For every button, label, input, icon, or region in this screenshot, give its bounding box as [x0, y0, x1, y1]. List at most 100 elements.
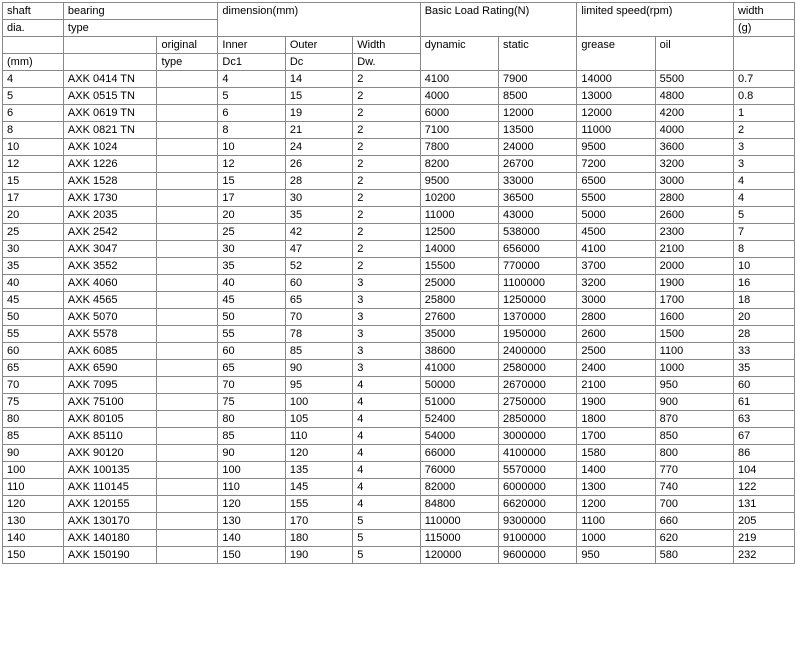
cell-static: 538000 [499, 224, 577, 241]
cell-outer: 28 [285, 173, 352, 190]
cell-orig-empty [157, 292, 218, 309]
cell-inner: 85 [218, 428, 285, 445]
cell-outer: 155 [285, 496, 352, 513]
cell-grease: 1900 [577, 394, 655, 411]
cell-bearing: AXK 140180 [63, 530, 157, 547]
cell-dynamic: 50000 [420, 377, 498, 394]
cell-static: 1250000 [499, 292, 577, 309]
cell-shaft: 130 [3, 513, 64, 530]
cell-g: 3 [733, 139, 794, 156]
cell-bearing: AXK 85110 [63, 428, 157, 445]
cell-inner: 110 [218, 479, 285, 496]
cell-orig-empty [157, 139, 218, 156]
cell-outer: 100 [285, 394, 352, 411]
cell-oil: 2300 [655, 224, 733, 241]
cell-shaft: 65 [3, 360, 64, 377]
cell-static: 1100000 [499, 275, 577, 292]
cell-bearing: AXK 7095 [63, 377, 157, 394]
cell-bearing: AXK 6085 [63, 343, 157, 360]
cell-orig-empty [157, 428, 218, 445]
cell-shaft: 90 [3, 445, 64, 462]
cell-outer: 24 [285, 139, 352, 156]
cell-orig-empty [157, 71, 218, 88]
cell-g: 205 [733, 513, 794, 530]
cell-width: 2 [353, 258, 420, 275]
cell-dynamic: 14000 [420, 241, 498, 258]
header-outer: Outer [285, 37, 352, 54]
cell-static: 2750000 [499, 394, 577, 411]
cell-width: 3 [353, 326, 420, 343]
cell-shaft: 10 [3, 139, 64, 156]
header-inner: Inner [218, 37, 285, 54]
cell-dynamic: 66000 [420, 445, 498, 462]
cell-dynamic: 84800 [420, 496, 498, 513]
header-width-group: width [733, 3, 794, 20]
cell-bearing: AXK 110145 [63, 479, 157, 496]
cell-grease: 1100 [577, 513, 655, 530]
header-blank-10 [733, 37, 794, 71]
cell-bearing: AXK 0414 TN [63, 71, 157, 88]
cell-grease: 3700 [577, 258, 655, 275]
cell-outer: 190 [285, 547, 352, 564]
cell-static: 4100000 [499, 445, 577, 462]
cell-inner: 15 [218, 173, 285, 190]
cell-dynamic: 25000 [420, 275, 498, 292]
cell-width: 2 [353, 139, 420, 156]
cell-oil: 3600 [655, 139, 733, 156]
cell-outer: 15 [285, 88, 352, 105]
cell-oil: 800 [655, 445, 733, 462]
cell-inner: 20 [218, 207, 285, 224]
cell-bearing: AXK 2542 [63, 224, 157, 241]
cell-static: 3000000 [499, 428, 577, 445]
cell-grease: 2500 [577, 343, 655, 360]
cell-width: 4 [353, 479, 420, 496]
cell-oil: 770 [655, 462, 733, 479]
table-row: 60AXK 6085608533860024000002500110033 [3, 343, 795, 360]
cell-outer: 47 [285, 241, 352, 258]
table-row: 4AXK 0414 TN4142410079001400055000.7 [3, 71, 795, 88]
cell-outer: 120 [285, 445, 352, 462]
cell-static: 2670000 [499, 377, 577, 394]
cell-shaft: 8 [3, 122, 64, 139]
cell-orig-empty [157, 190, 218, 207]
cell-g: 4 [733, 190, 794, 207]
cell-width: 3 [353, 360, 420, 377]
cell-bearing: AXK 5578 [63, 326, 157, 343]
cell-orig-empty [157, 479, 218, 496]
cell-g: 35 [733, 360, 794, 377]
cell-outer: 52 [285, 258, 352, 275]
cell-shaft: 60 [3, 343, 64, 360]
cell-shaft: 17 [3, 190, 64, 207]
cell-dynamic: 41000 [420, 360, 498, 377]
cell-grease: 950 [577, 547, 655, 564]
cell-orig-empty [157, 224, 218, 241]
cell-shaft: 6 [3, 105, 64, 122]
cell-dynamic: 115000 [420, 530, 498, 547]
cell-static: 2580000 [499, 360, 577, 377]
table-row: 70AXK 709570954500002670000210095060 [3, 377, 795, 394]
cell-oil: 580 [655, 547, 733, 564]
cell-width: 3 [353, 343, 420, 360]
header-blank-r4-1 [63, 54, 157, 71]
cell-inner: 75 [218, 394, 285, 411]
cell-bearing: AXK 0821 TN [63, 122, 157, 139]
cell-width: 2 [353, 241, 420, 258]
table-row: 10AXK 102410242780024000950036003 [3, 139, 795, 156]
cell-oil: 2000 [655, 258, 733, 275]
cell-shaft: 35 [3, 258, 64, 275]
cell-orig-empty [157, 156, 218, 173]
cell-oil: 620 [655, 530, 733, 547]
cell-dynamic: 27600 [420, 309, 498, 326]
cell-inner: 50 [218, 309, 285, 326]
cell-shaft: 85 [3, 428, 64, 445]
cell-grease: 14000 [577, 71, 655, 88]
cell-inner: 40 [218, 275, 285, 292]
table-row: 80AXK 80105801054524002850000180087063 [3, 411, 795, 428]
cell-shaft: 5 [3, 88, 64, 105]
header-dynamic: dynamic [420, 37, 498, 71]
cell-shaft: 25 [3, 224, 64, 241]
cell-bearing: AXK 3047 [63, 241, 157, 258]
cell-shaft: 30 [3, 241, 64, 258]
cell-shaft: 4 [3, 71, 64, 88]
cell-width: 4 [353, 411, 420, 428]
